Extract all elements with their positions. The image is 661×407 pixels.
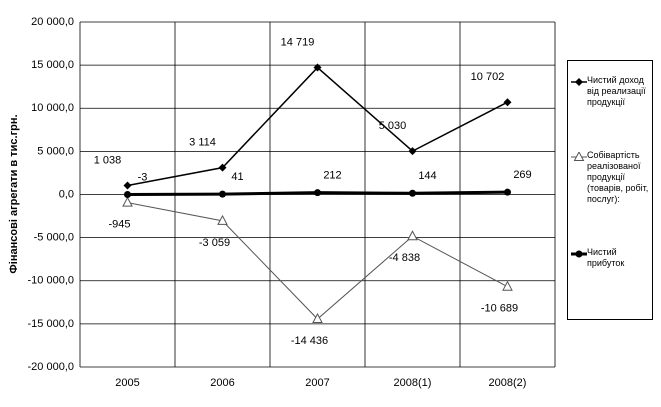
x-tick-label: 2007 — [305, 377, 329, 389]
y-tick-label: -20 000,0 — [28, 361, 74, 373]
legend-label: Чистий доход від реализації продукції — [587, 75, 646, 107]
data-label: 212 — [323, 170, 341, 182]
y-tick-label: 0,0 — [59, 188, 74, 200]
data-label: -945 — [108, 219, 130, 231]
data-label: 269 — [513, 169, 531, 181]
y-tick-label: -5 000,0 — [34, 232, 74, 244]
data-label: 3 114 — [189, 137, 216, 149]
legend-label: Чистий прибуток — [587, 247, 625, 268]
point — [503, 98, 512, 107]
y-tick-label: -15 000,0 — [28, 318, 74, 330]
legend-entry: Чистий прибуток — [571, 247, 649, 269]
y-tick-label: 5 000,0 — [37, 145, 74, 157]
point — [312, 312, 323, 324]
point — [407, 230, 418, 241]
point — [122, 196, 133, 207]
data-label: 144 — [418, 170, 436, 182]
legend-label: Собівартість реалізованої продукції (тов… — [587, 150, 649, 204]
legend-entry: Чистий доход від реализації продукції — [571, 75, 649, 108]
legend-swatch — [571, 152, 587, 161]
point — [502, 280, 513, 291]
point — [409, 189, 416, 197]
point — [123, 181, 132, 190]
series-line — [127, 202, 508, 320]
data-label: 14 719 — [281, 36, 315, 48]
point — [408, 147, 417, 156]
y-axis-label: Фінансові агрегати в тис.грн. — [8, 114, 20, 273]
legend: Чистий доход від реализації продукції Соб… — [567, 60, 653, 320]
y-tick-label: 10 000,0 — [31, 102, 74, 114]
point — [124, 191, 131, 199]
point — [314, 189, 321, 197]
point — [219, 190, 226, 198]
y-tick-label: -10 000,0 — [28, 275, 74, 287]
legend-entry: Собівартість реалізованої продукції (тов… — [571, 150, 649, 205]
legend-marker — [575, 78, 583, 86]
x-tick-label: 2008(1) — [394, 377, 432, 389]
x-tick-label: 2008(2) — [489, 377, 527, 389]
data-label: -3 — [138, 171, 148, 183]
x-tick-label: 2006 — [210, 377, 234, 389]
y-tick-label: 20 000,0 — [31, 16, 74, 28]
data-label: 41 — [231, 171, 243, 183]
data-label: 10 702 — [471, 71, 505, 83]
data-label: -3 059 — [199, 237, 230, 249]
legend-swatch — [571, 78, 587, 86]
point — [218, 163, 227, 172]
point — [313, 63, 322, 72]
data-label: -4 838 — [389, 252, 420, 264]
legend-marker — [573, 152, 585, 161]
series-line — [127, 66, 508, 187]
x-tick-label: 2005 — [115, 377, 139, 389]
data-label: -10 689 — [481, 303, 518, 315]
point — [217, 214, 228, 225]
y-tick-label: 15 000,0 — [31, 59, 74, 71]
data-label: -14 436 — [291, 335, 328, 347]
data-label: 1 038 — [94, 154, 122, 166]
legend-swatch — [571, 250, 587, 258]
data-label: 5 030 — [379, 120, 407, 132]
legend-marker — [575, 250, 583, 258]
point — [504, 188, 511, 196]
